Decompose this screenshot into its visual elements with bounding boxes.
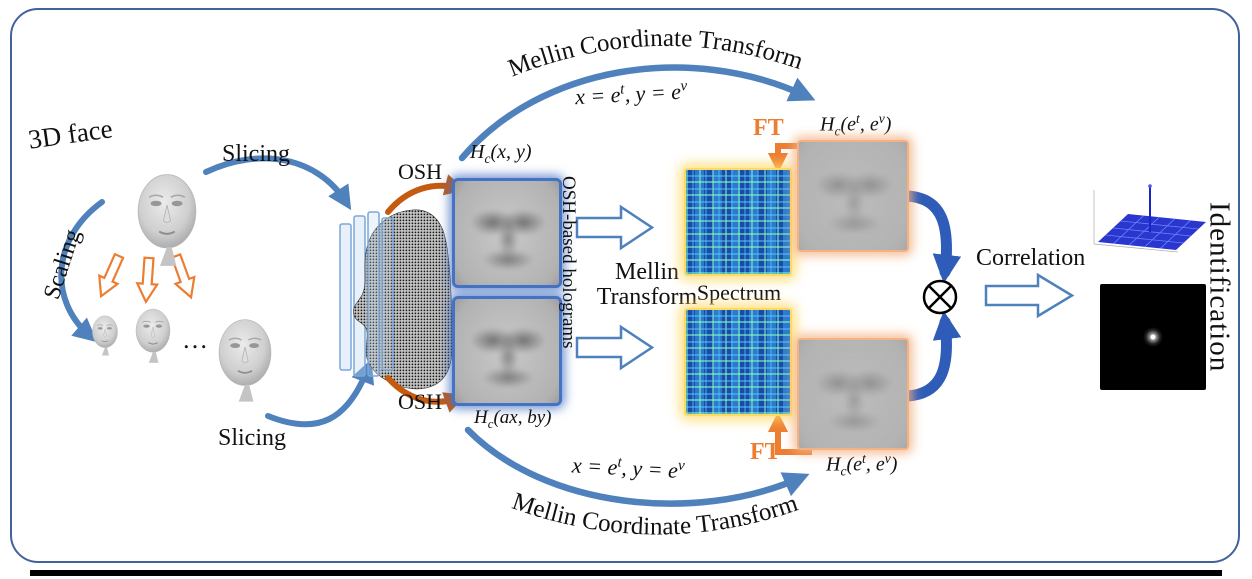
subst-top-p2: , y = e	[623, 78, 682, 107]
subst-bot-p1: x = e	[571, 452, 619, 480]
label-hologram-hxy: Hc(x, y)	[470, 142, 532, 166]
hexp-top-s2: v	[878, 111, 885, 126]
spectrum-image-top	[684, 168, 792, 276]
label-mellin-transform: Mellin Transform	[596, 259, 698, 311]
hologram-image-bottom	[452, 296, 562, 406]
label-osh-based-holograms: OSH-based holograms	[557, 176, 579, 349]
haxby-var: H	[474, 407, 488, 428]
hexp-bot-s2: v	[884, 451, 891, 466]
label-ellipsis: …	[182, 325, 210, 354]
hexp-bot-p1: (e	[846, 453, 863, 476]
hexp-bot-s1: t	[862, 451, 866, 466]
hexp-top-p3: )	[884, 113, 892, 136]
label-mellin-hologram-top: Hc(et, ev)	[820, 111, 892, 139]
subst-bot-s2: v	[677, 457, 686, 474]
correlation-output-image	[1100, 284, 1206, 390]
label-ft-top: FT	[753, 115, 784, 141]
hexp-top-p1: (e	[840, 113, 857, 136]
subst-bot-p2: , y = e	[620, 454, 679, 483]
mellin-face-pattern-top	[799, 142, 907, 250]
figure-border	[10, 8, 1240, 563]
spectrum-image-bottom	[684, 308, 792, 416]
equation-substitution-top: x = et, y = ev	[574, 78, 688, 110]
label-spectrum: Spectrum	[696, 280, 782, 305]
label-osh-bottom: OSH	[398, 389, 443, 414]
haxby-args: (ax, by)	[493, 407, 552, 428]
haxby-sub: c	[487, 415, 494, 431]
hexp-bot-p3: )	[890, 453, 898, 476]
label-slicing-bottom: Slicing	[218, 425, 287, 451]
hologram-face-pattern-bottom	[455, 299, 559, 403]
label-osh-top: OSH	[398, 159, 443, 184]
label-ft-bottom: FT	[750, 439, 781, 465]
mellin-face-pattern-bottom	[799, 340, 907, 448]
label-slicing-top: Slicing	[222, 141, 291, 167]
hxy-var: H	[470, 141, 485, 163]
label-hologram-haxby: Hc(ax, by)	[474, 407, 552, 431]
equation-substitution-bottom: x = et, y = ev	[571, 452, 686, 483]
subst-top-s2: v	[680, 78, 688, 95]
page-rule	[30, 570, 1222, 576]
hexp-bot-var: H	[826, 453, 841, 476]
label-identification: Identification	[1203, 202, 1236, 373]
hexp-bot-sub: c	[840, 463, 847, 479]
mellin-hologram-image-top	[797, 140, 909, 252]
hologram-image-top	[452, 178, 562, 288]
hxy-args: (x, y)	[490, 141, 532, 163]
label-correlation: Correlation	[976, 245, 1086, 271]
hologram-face-pattern-top	[455, 181, 559, 285]
hexp-top-sub: c	[834, 123, 841, 139]
hexp-bot-p2: , e	[865, 453, 885, 476]
hexp-top-s1: t	[856, 111, 860, 126]
hexp-top-p2: , e	[859, 113, 879, 136]
label-mellin-hologram-bottom: Hc(et, ev)	[826, 451, 898, 479]
mellin-hologram-image-bottom	[797, 338, 909, 450]
hexp-top-var: H	[820, 113, 835, 136]
subst-top-p1: x = e	[574, 81, 622, 110]
